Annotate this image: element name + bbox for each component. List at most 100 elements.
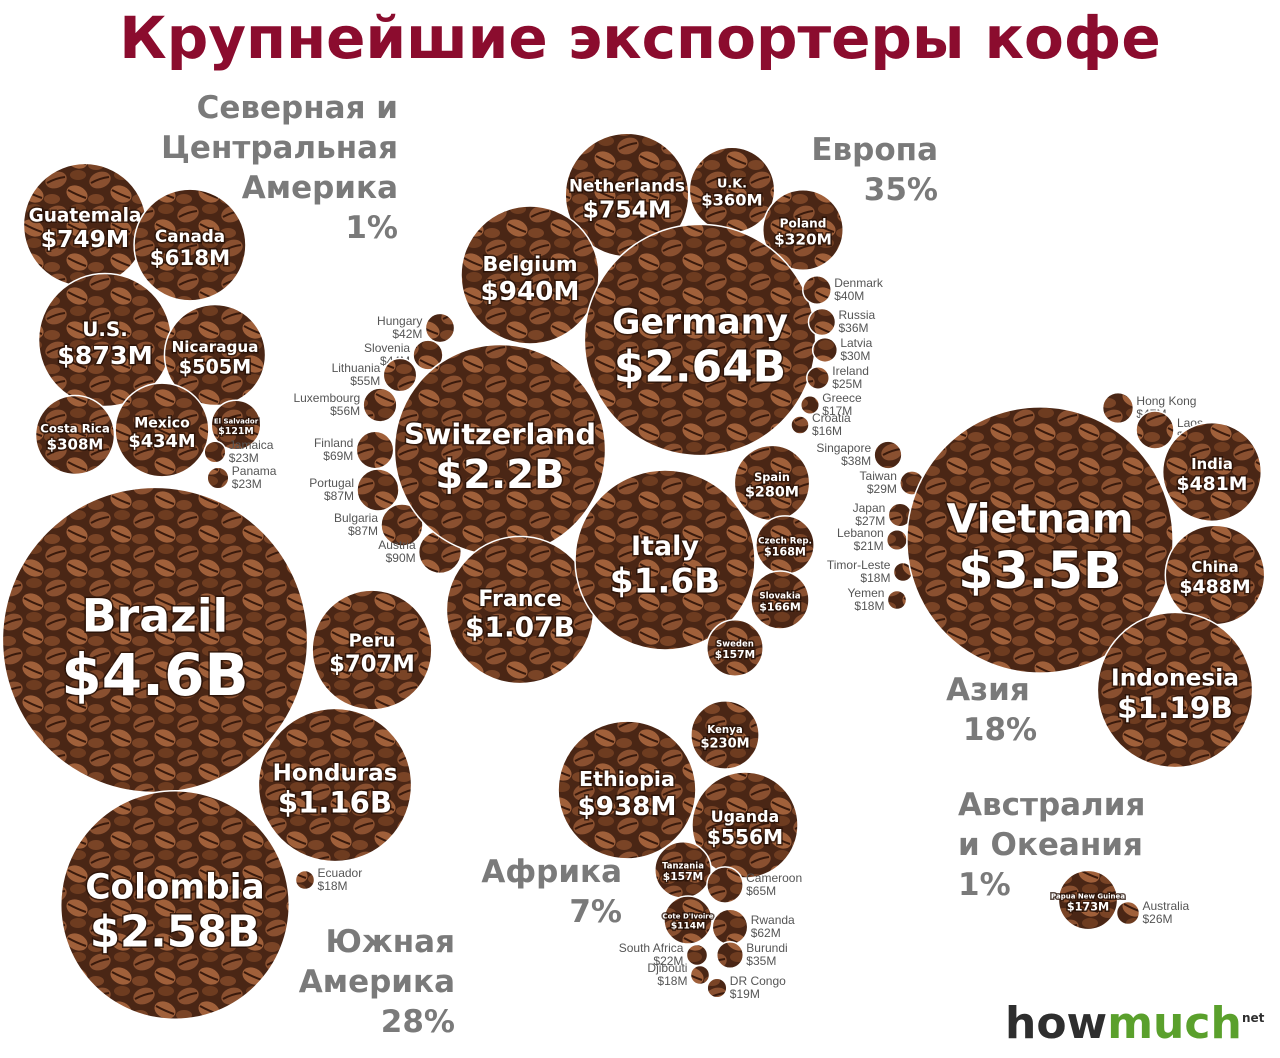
bubble-name: Uganda [711,807,779,826]
bubble [114,382,210,478]
bubble-value: $873M [57,341,153,370]
logo-part: how [1005,998,1107,1049]
logo-part: much [1107,998,1242,1049]
region-name: Америка [299,964,455,1000]
bubble [802,275,832,305]
bubble-name: U.S. [82,318,128,341]
bubble [906,406,1174,674]
bubble [807,307,837,337]
bubble-name: Colombia [85,867,264,907]
country-value: $29M [867,482,897,496]
region-share: 7% [569,894,622,930]
country-value: $36M [839,321,869,335]
country-value: $90M [386,551,416,565]
country-value: $56M [330,404,360,418]
region-name: Южная [326,924,455,960]
bubble [750,570,810,630]
country-name: Lebanon [837,526,884,540]
country-value: $62M [751,926,781,940]
country-name: Rwanda [751,913,795,927]
bubble-value: $505M [179,355,252,378]
bubble-value: $157M [715,648,755,661]
bubble [706,977,728,999]
country-value: $18M [860,571,890,585]
country-value: $22M [653,954,683,968]
bubble-name: Indonesia [1111,665,1239,692]
country-value: $65M [746,884,776,898]
bubble-value: $121M [218,426,253,437]
bubble [557,720,697,860]
country-value: $21M [854,539,884,553]
bubble-value: $754M [583,195,672,223]
bubble [1057,869,1119,931]
country-value: $27M [855,514,885,528]
bubble-name: Tanzania [662,861,704,871]
bubble-name: Brazil [82,588,228,642]
bubble [206,466,230,490]
bubble [1101,391,1135,425]
bubble-name: Vietnam [947,496,1134,542]
bubble-value: $168M [764,546,806,559]
bubble-name: El Salvador [214,418,259,426]
bubble [689,964,711,986]
logo-suffix: net [1242,1011,1265,1025]
country-value: $87M [348,524,378,538]
bubble [412,339,444,371]
bubble-name: Spain [754,471,790,484]
bubble-value: $618M [150,246,230,271]
bubble [424,312,456,344]
bubble [1161,421,1263,523]
bubble-name: Mexico [134,415,190,431]
bubble [133,188,247,302]
bubble-name: Netherlands [569,175,685,195]
bubble-value: $157M [663,870,703,883]
country-name: Hungary [377,314,422,328]
bubble-value: $481M [1177,474,1248,495]
bubble-value: $166M [759,600,801,613]
bubble-name: Ethiopia [579,767,675,791]
region-share: 35% [864,172,938,208]
bubble [163,303,267,407]
bubble [706,866,744,904]
region-share: 18% [963,712,1037,748]
country-name: Japan [853,501,886,515]
country-name: Ecuador [318,866,363,880]
country-value: $69M [323,449,353,463]
bubble-value: $707M [329,652,415,678]
country-name: Luxembourg [293,391,360,405]
country-value: $87M [324,489,354,503]
country-name: Slovenia [364,341,410,355]
bubble [380,503,424,547]
bubble-name: Nicaragua [172,338,259,356]
bubble-value: $1.6B [610,561,720,601]
country-value: $35M [746,954,776,968]
bubble [790,415,810,435]
bubble-value: $749M [41,225,129,253]
bubble-name: Guatemala [29,205,142,226]
bubble-name: India [1191,456,1233,473]
bubble [873,440,903,470]
region-name: Европа [811,132,938,168]
country-name: Greece [822,391,862,405]
bubble [691,771,799,879]
country-name: DR Congo [730,974,786,988]
logo: howmuch [1005,998,1242,1049]
bubble-name: Costa Rica [40,422,110,436]
country-value: $23M [229,451,259,465]
bubble [356,468,400,512]
country-value: $23M [232,477,262,491]
region-name: Центральная [161,130,398,166]
country-name: Ireland [832,364,869,378]
country-name: Djibouti [647,961,687,975]
bubble [806,366,830,390]
bubble-value: $320M [774,231,832,249]
bubble-name: Sweden [716,639,754,649]
bubble-name: Canada [155,226,225,246]
bubble-name: Czech Rep. [758,536,812,546]
country-value: $16M [812,424,842,438]
bubble-value: $3.5B [958,541,1121,600]
bubble [362,387,398,423]
bubble [382,357,418,393]
region-name: Африка [481,854,622,890]
bubble [799,394,821,416]
